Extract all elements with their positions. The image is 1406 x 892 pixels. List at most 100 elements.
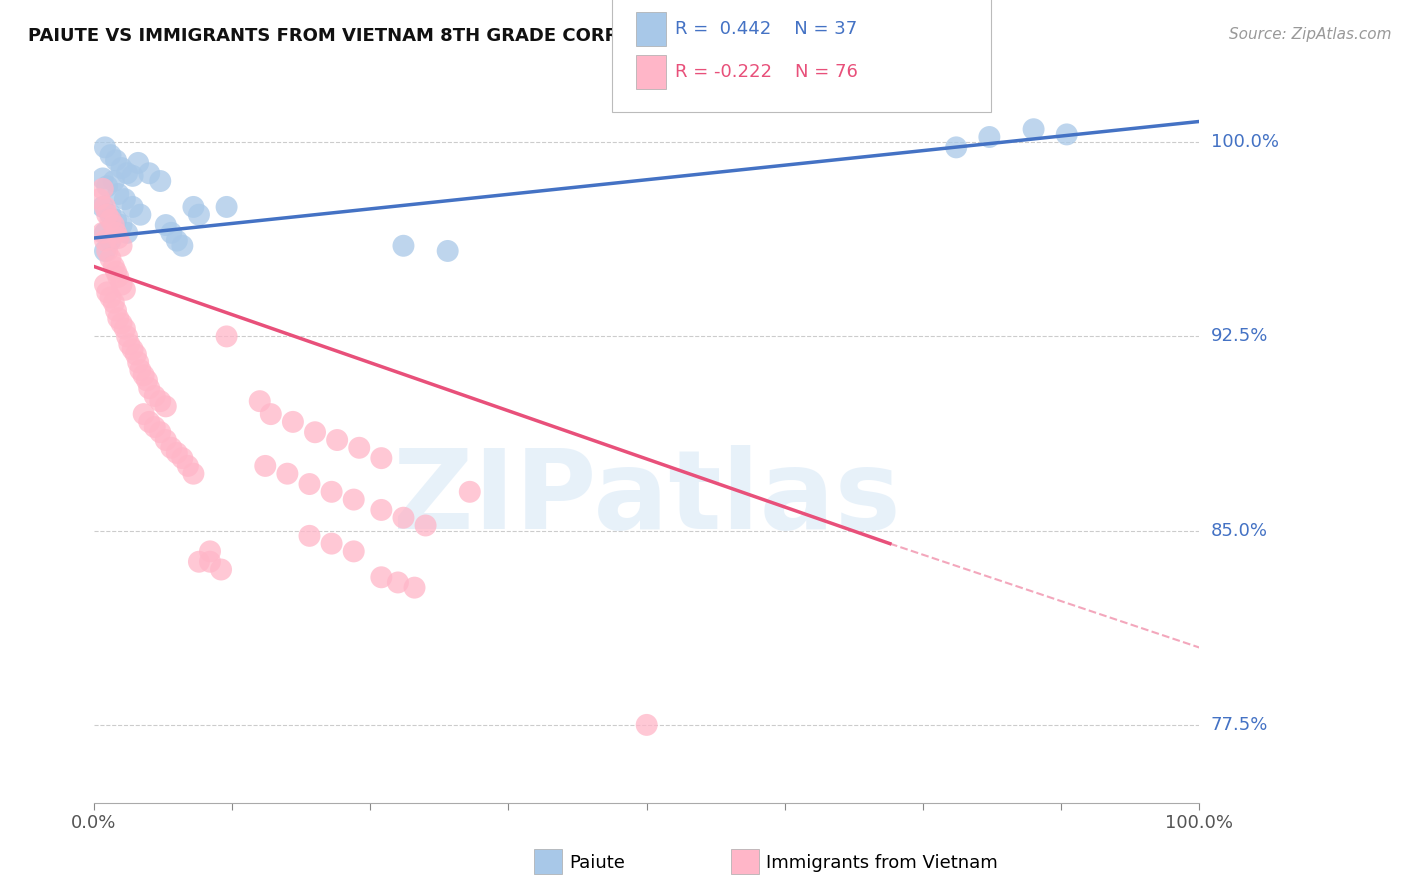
Point — [187, 555, 209, 569]
Point — [107, 231, 129, 245]
Point — [149, 394, 172, 409]
Text: R = -0.222    N = 76: R = -0.222 N = 76 — [675, 63, 858, 81]
Point — [94, 244, 117, 258]
Point — [118, 337, 141, 351]
Point — [115, 226, 138, 240]
Point — [1056, 128, 1078, 142]
Text: ZIPatlas: ZIPatlas — [392, 444, 901, 551]
Point — [215, 329, 238, 343]
Text: 100.0%: 100.0% — [1211, 133, 1278, 151]
Point — [343, 492, 366, 507]
Point — [979, 130, 1001, 145]
Point — [94, 277, 117, 292]
Text: 92.5%: 92.5% — [1211, 327, 1268, 345]
Point — [129, 363, 152, 377]
Point — [110, 239, 132, 253]
Point — [105, 226, 128, 240]
Point — [107, 269, 129, 284]
Point — [94, 140, 117, 154]
Point — [132, 368, 155, 383]
Point — [103, 295, 125, 310]
Point — [121, 200, 143, 214]
Point — [155, 218, 177, 232]
Point — [166, 446, 188, 460]
Point — [198, 555, 221, 569]
Point — [96, 179, 118, 194]
Point — [96, 208, 118, 222]
Text: PAIUTE VS IMMIGRANTS FROM VIETNAM 8TH GRADE CORRELATION CHART: PAIUTE VS IMMIGRANTS FROM VIETNAM 8TH GR… — [28, 27, 778, 45]
Point — [166, 234, 188, 248]
Point — [155, 400, 177, 414]
Point — [94, 226, 117, 240]
Point — [370, 503, 392, 517]
Text: R =  0.442    N = 37: R = 0.442 N = 37 — [675, 21, 858, 38]
Point — [125, 347, 148, 361]
Point — [198, 544, 221, 558]
Text: Immigrants from Vietnam: Immigrants from Vietnam — [766, 854, 998, 871]
Point — [129, 208, 152, 222]
Point — [155, 433, 177, 447]
Point — [260, 407, 283, 421]
Text: Paiute: Paiute — [569, 854, 626, 871]
Point — [121, 169, 143, 183]
Point — [132, 407, 155, 421]
Point — [172, 451, 194, 466]
Point — [160, 441, 183, 455]
Point — [392, 510, 415, 524]
Point — [281, 415, 304, 429]
Point — [115, 166, 138, 180]
Point — [91, 171, 114, 186]
Point — [105, 265, 128, 279]
Point — [254, 458, 277, 473]
Point — [172, 239, 194, 253]
Point — [392, 239, 415, 253]
Point — [326, 433, 349, 447]
Point — [105, 153, 128, 168]
Point — [160, 226, 183, 240]
Point — [370, 451, 392, 466]
Point — [100, 252, 122, 266]
Point — [298, 477, 321, 491]
Point — [183, 200, 205, 214]
Point — [215, 200, 238, 214]
Point — [110, 161, 132, 175]
Point — [404, 581, 426, 595]
Point — [436, 244, 458, 258]
Point — [100, 208, 122, 222]
Point — [100, 291, 122, 305]
Point — [370, 570, 392, 584]
Point — [96, 285, 118, 300]
Point — [103, 260, 125, 274]
Point — [143, 389, 166, 403]
Point — [321, 536, 343, 550]
Point — [187, 208, 209, 222]
Text: 77.5%: 77.5% — [1211, 716, 1268, 734]
Point — [110, 218, 132, 232]
Point — [91, 182, 114, 196]
Point — [91, 200, 114, 214]
Point — [209, 562, 232, 576]
Point — [103, 218, 125, 232]
Point — [114, 283, 136, 297]
Point — [138, 381, 160, 395]
Text: Source: ZipAtlas.com: Source: ZipAtlas.com — [1229, 27, 1392, 42]
Point — [636, 718, 658, 732]
Point — [91, 226, 114, 240]
Point — [121, 343, 143, 357]
Point — [349, 441, 371, 455]
Point — [304, 425, 326, 440]
Point — [114, 192, 136, 206]
Point — [94, 234, 117, 248]
Point — [321, 484, 343, 499]
Point — [415, 518, 437, 533]
Point — [107, 186, 129, 201]
Point — [343, 544, 366, 558]
Point — [276, 467, 298, 481]
Point — [115, 329, 138, 343]
Point — [249, 394, 271, 409]
Point — [110, 277, 132, 292]
Point — [177, 458, 200, 473]
Point — [127, 355, 149, 369]
Point — [94, 200, 117, 214]
Point — [89, 192, 111, 206]
